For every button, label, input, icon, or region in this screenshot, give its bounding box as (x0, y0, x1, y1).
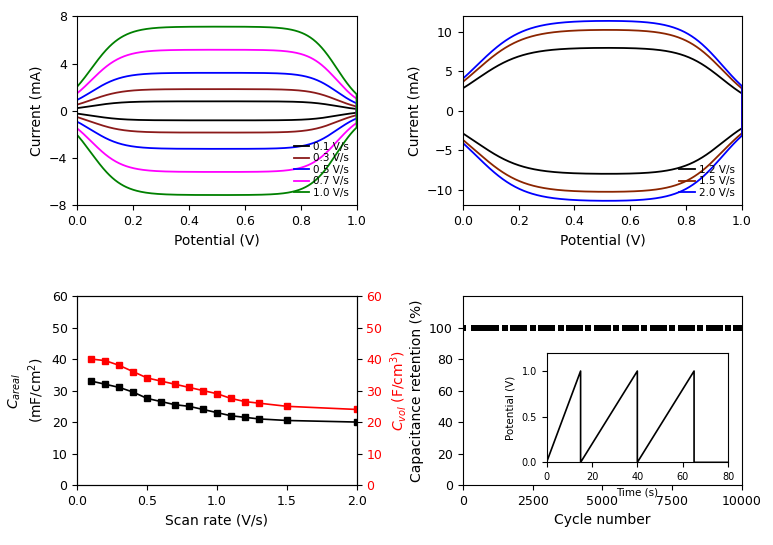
X-axis label: Potential (V): Potential (V) (174, 234, 260, 247)
1.2 V/s (492, 63, 502, 69)
1.5 V/s (592, 189, 601, 195)
1.0 V/s (73, 83, 82, 90)
0.3 V/s (291, 128, 301, 135)
1.0 V/s (291, 187, 301, 194)
1.0 V/s (107, 41, 116, 48)
0.1 V/s (73, 105, 82, 111)
1.2 V/s (534, 167, 543, 173)
1.0 V/s (306, 180, 315, 187)
X-axis label: Cycle number: Cycle number (554, 513, 651, 528)
2.0 V/s (677, 187, 686, 194)
Y-axis label: $\mathit{C}_{areal}$
(mF/cm$^2$): $\mathit{C}_{areal}$ (mF/cm$^2$) (7, 358, 46, 423)
1.5 V/s (603, 27, 612, 33)
2.0 V/s (660, 193, 669, 200)
0.7 V/s (216, 168, 225, 175)
Line: 0.5 V/s: 0.5 V/s (77, 73, 356, 149)
Y-axis label: Capacitance retention (%): Capacitance retention (%) (410, 299, 424, 482)
2.0 V/s (534, 192, 543, 199)
0.1 V/s (107, 100, 116, 107)
1.0 V/s (206, 192, 216, 198)
Line: 1.0 V/s: 1.0 V/s (77, 27, 356, 195)
Line: 1.2 V/s: 1.2 V/s (463, 48, 742, 174)
1.2 V/s (603, 45, 612, 51)
2.0 V/s (692, 179, 701, 185)
Line: 0.3 V/s: 0.3 V/s (77, 89, 356, 132)
0.1 V/s (73, 110, 82, 117)
1.5 V/s (458, 136, 468, 143)
0.3 V/s (73, 101, 82, 108)
0.5 V/s (73, 119, 82, 125)
2.0 V/s (458, 76, 468, 82)
1.5 V/s (534, 184, 543, 190)
X-axis label: Scan rate (V/s): Scan rate (V/s) (165, 513, 268, 528)
Line: 2.0 V/s: 2.0 V/s (463, 21, 742, 201)
1.2 V/s (592, 171, 601, 177)
1.2 V/s (458, 85, 468, 92)
0.1 V/s (306, 116, 315, 122)
0.1 V/s (291, 117, 301, 123)
0.5 V/s (206, 146, 216, 152)
1.2 V/s (458, 130, 468, 137)
1.5 V/s (492, 50, 502, 57)
0.7 V/s (149, 168, 158, 174)
X-axis label: Potential (V): Potential (V) (560, 234, 645, 247)
0.5 V/s (107, 77, 116, 84)
1.2 V/s (692, 158, 701, 164)
0.7 V/s (275, 168, 284, 174)
0.3 V/s (73, 114, 82, 120)
0.7 V/s (73, 125, 82, 132)
1.0 V/s (73, 132, 82, 138)
Legend: 1.2 V/s, 1.5 V/s, 2.0 V/s: 1.2 V/s, 1.5 V/s, 2.0 V/s (677, 163, 737, 200)
0.7 V/s (291, 166, 301, 172)
0.7 V/s (73, 90, 82, 96)
Line: 1.5 V/s: 1.5 V/s (463, 30, 742, 192)
0.3 V/s (216, 86, 225, 93)
Line: 0.7 V/s: 0.7 V/s (77, 50, 356, 172)
1.5 V/s (458, 78, 468, 85)
2.0 V/s (458, 140, 468, 146)
0.7 V/s (107, 59, 116, 66)
1.5 V/s (603, 189, 612, 195)
0.5 V/s (216, 146, 225, 152)
0.3 V/s (216, 129, 225, 136)
0.7 V/s (216, 46, 225, 53)
Legend: 0.1 V/s, 0.3 V/s, 0.5 V/s, 0.7 V/s, 1.0 V/s: 0.1 V/s, 0.3 V/s, 0.5 V/s, 0.7 V/s, 1.0 … (291, 140, 352, 200)
1.5 V/s (692, 172, 701, 178)
0.1 V/s (275, 117, 284, 124)
0.5 V/s (149, 145, 158, 152)
0.3 V/s (275, 129, 284, 136)
0.1 V/s (206, 117, 216, 124)
Line: 0.1 V/s: 0.1 V/s (77, 101, 356, 120)
2.0 V/s (492, 44, 502, 50)
0.7 V/s (306, 160, 315, 167)
0.5 V/s (291, 144, 301, 150)
2.0 V/s (603, 197, 612, 204)
1.5 V/s (660, 185, 669, 191)
0.1 V/s (216, 117, 225, 124)
1.5 V/s (677, 180, 686, 186)
0.5 V/s (306, 141, 315, 147)
2.0 V/s (592, 197, 601, 204)
0.3 V/s (107, 90, 116, 97)
1.0 V/s (149, 190, 158, 197)
1.0 V/s (216, 23, 225, 30)
0.3 V/s (306, 126, 315, 133)
0.5 V/s (275, 145, 284, 152)
1.0 V/s (216, 192, 225, 198)
1.2 V/s (677, 164, 686, 170)
0.1 V/s (216, 98, 225, 105)
0.5 V/s (216, 70, 225, 76)
1.0 V/s (275, 190, 284, 197)
1.2 V/s (660, 167, 669, 174)
0.3 V/s (206, 129, 216, 136)
Y-axis label: $\mathit{C}_{vol}$ (F/cm$^3$): $\mathit{C}_{vol}$ (F/cm$^3$) (388, 350, 409, 431)
Y-axis label: Current (mA): Current (mA) (29, 65, 43, 156)
0.1 V/s (149, 117, 158, 124)
1.2 V/s (603, 171, 612, 177)
0.5 V/s (73, 96, 82, 103)
Y-axis label: Current (mA): Current (mA) (407, 65, 421, 156)
0.3 V/s (149, 129, 158, 136)
0.7 V/s (206, 168, 216, 175)
2.0 V/s (603, 17, 612, 24)
